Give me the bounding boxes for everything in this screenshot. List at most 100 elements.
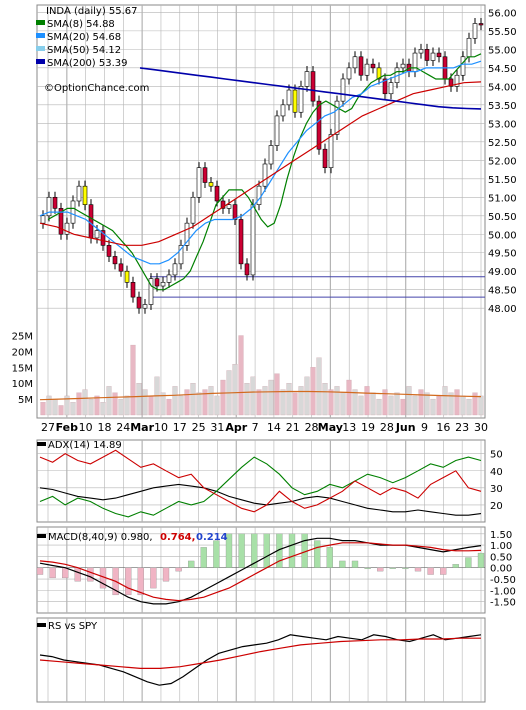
sma50-line [39,81,482,246]
candle-body [334,100,340,135]
candle-body [238,219,244,265]
macd-histogram-bar [326,547,333,568]
x-tick-label: 10 [154,421,168,434]
x-tick-label: 24 [116,421,130,434]
macd-histogram-bar [389,567,396,569]
macd-histogram-bar [288,533,296,568]
volume-bar [76,392,82,416]
macd-tick-label: -0.50 [490,575,516,586]
candle-body [346,67,352,80]
candle-body [106,245,112,257]
candle-body [226,204,232,209]
candle-body [364,63,370,76]
candle-body [184,222,190,246]
marks-layer [36,17,485,686]
volume-bar [370,392,376,416]
volume-bar [118,398,124,416]
candle-body [262,163,268,187]
volume-bar [52,398,58,416]
volume-bar [268,379,274,416]
volume-bar [124,395,130,416]
candle-body [232,204,238,220]
x-tick-label: 31 [210,421,224,434]
candle-body [352,56,358,69]
macd-histogram-bar [150,567,157,589]
volume-bar [100,402,106,416]
candle-body [178,245,184,265]
candle-body [292,89,298,113]
volume-bar [166,398,172,416]
price-tick-label: 48.50 [488,286,517,297]
volume-bar [88,398,94,416]
candle-body [382,78,388,95]
volume-bar [178,395,184,416]
volume-bar [478,395,484,416]
macd-histogram-bar [339,560,346,568]
legend-entry: SMA(8) 54.88 [47,19,115,30]
price-tick-label: 49.50 [488,249,517,260]
volume-bar [214,395,220,416]
panels-layer [36,4,486,703]
volume-bar [274,373,280,416]
candle-body [478,23,484,26]
volume-bar [262,386,268,416]
chart-title: INDA (daily) 55.67 [46,6,138,17]
candle-body [130,282,136,298]
candle-body [388,82,394,95]
candle-body [142,304,148,309]
adx-series-line [39,449,482,513]
volume-bar [466,398,472,416]
macd-histogram-bar [49,567,56,579]
volume-tick-label: 20M [12,347,33,358]
macd-histogram-bar [162,567,170,582]
rs-panel-frame [36,617,486,703]
macd-histogram-bar [62,567,69,579]
candle-body [214,185,220,202]
macd-tick-label: 0.50 [490,552,512,563]
volume-bar [328,389,334,416]
macd-histogram-bar [427,567,434,575]
candle-body [424,49,430,61]
x-tick-label: Apr [225,421,247,434]
macd-histogram-bar [188,560,195,568]
volume-bar [424,392,430,416]
price-tick-label: 50.50 [488,212,517,223]
x-tick-label: 13 [342,421,356,434]
x-tick-label: 30 [474,421,488,434]
macd-histogram-bar [87,567,94,582]
x-tick-label: 16 [436,421,450,434]
macd-histogram-bar [364,567,371,569]
candle-body [370,63,376,69]
candle-body [148,278,154,305]
candle-body [316,100,322,150]
volume-bar [172,386,178,416]
volume-bar [208,386,214,416]
volume-bar [472,392,478,416]
candle-body [52,196,58,209]
volume-bar [436,395,442,416]
volume-bar [196,392,202,416]
volume-bar [418,389,424,416]
legend-swatch [36,59,45,64]
candle-body [448,78,454,87]
candle-body [250,204,256,276]
macd-histogram-bar [36,567,44,575]
legend-swatch [36,33,45,38]
volume-tick-label: 10M [12,379,33,390]
candle-body [166,274,172,283]
macd-histogram-bar [465,557,472,568]
adx-tick-label: 30 [490,484,503,495]
volume-bar [130,344,136,416]
volume-average-line [39,390,482,401]
volume-tick-label: 25M [12,332,33,343]
x-tick-label: Mar [130,421,154,434]
candle-body [190,196,196,224]
candle-body [472,23,478,39]
macd-series-line [39,542,482,602]
volume-bar [280,389,286,416]
x-tick-label: 28 [305,421,319,434]
macd-histogram-bar [402,567,409,569]
volume-bar [136,383,142,416]
volume-tick-label: 15M [12,363,33,374]
